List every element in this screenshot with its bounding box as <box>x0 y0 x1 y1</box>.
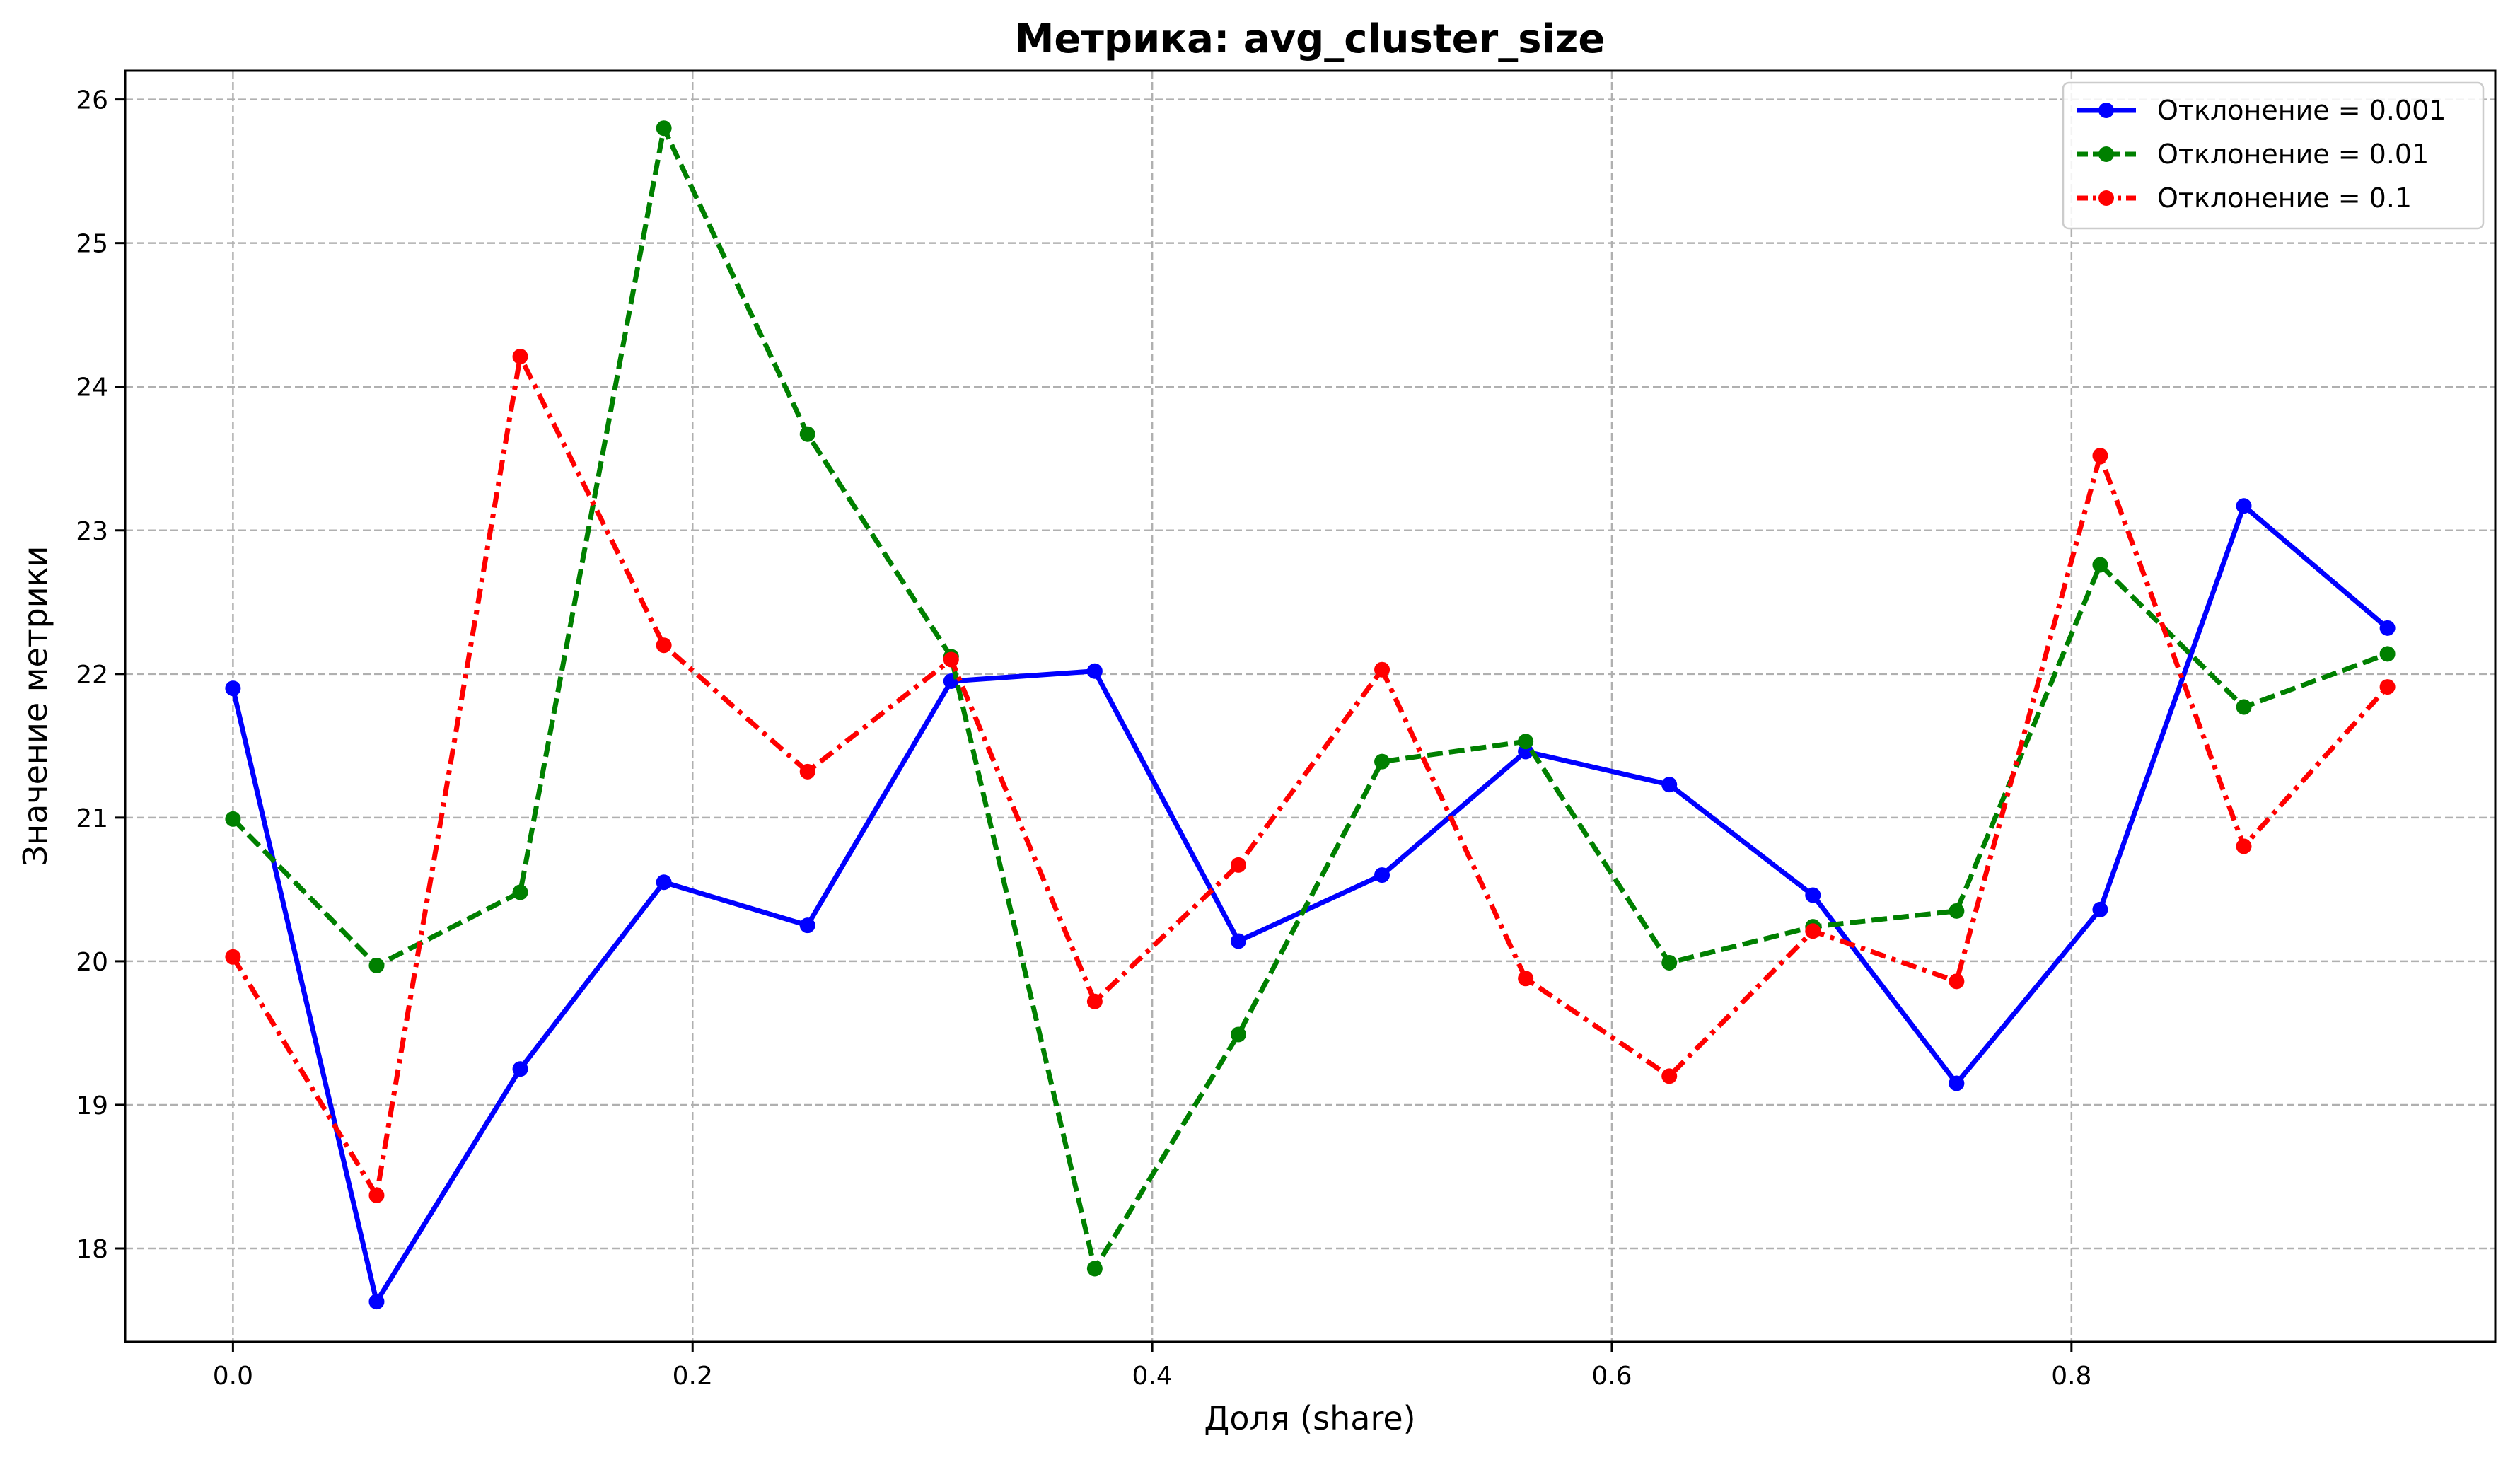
legend-box <box>2062 81 2485 230</box>
data-point <box>368 1294 385 1310</box>
data-point <box>1374 661 1390 678</box>
data-point <box>1518 971 1534 987</box>
data-point <box>1661 777 1678 793</box>
legend-entry: Отклонение = 0.001 <box>2077 95 2446 126</box>
data-point <box>1661 1068 1678 1084</box>
y-axis-ticks: 18 19 20 21 22 23 24 25 26 <box>76 86 125 1264</box>
data-point <box>225 811 241 827</box>
data-point <box>799 763 815 780</box>
series-layer <box>225 120 2396 1310</box>
series-2 <box>225 120 2396 1277</box>
data-point <box>1374 753 1390 770</box>
x-axis-ticks: 0.0 0.2 0.4 0.6 0.8 <box>213 1342 2091 1391</box>
legend: Отклонение = 0.001 Отклонение = 0.01 Откло… <box>2062 81 2485 230</box>
data-point <box>1949 903 1965 919</box>
series-line <box>231 125 2388 1271</box>
data-point <box>1086 663 1103 679</box>
data-point <box>2236 699 2252 715</box>
data-point <box>656 874 672 891</box>
data-point <box>1805 923 1821 939</box>
legend-entry: Отклонение = 0.01 <box>2077 139 2429 170</box>
data-point <box>2236 498 2252 514</box>
data-point <box>1518 734 1534 750</box>
y-tick-label: 21 <box>76 804 108 833</box>
data-point <box>368 1187 385 1203</box>
data-point <box>656 637 672 654</box>
data-point <box>2379 679 2396 695</box>
data-point <box>1230 933 1246 949</box>
data-point <box>368 958 385 974</box>
data-point <box>2379 620 2396 636</box>
data-point <box>225 949 241 965</box>
legend-marker <box>2098 146 2114 162</box>
data-point <box>1230 857 1246 873</box>
y-tick-label: 19 <box>76 1091 108 1120</box>
data-point <box>2236 838 2252 854</box>
data-point <box>943 651 959 668</box>
data-point <box>512 349 528 365</box>
data-point <box>2092 448 2108 464</box>
x-tick-label: 0.6 <box>1591 1362 1632 1391</box>
data-point <box>1949 1075 1965 1091</box>
data-point <box>1805 887 1821 903</box>
legend-entry: Отклонение = 0.1 <box>2077 182 2412 214</box>
y-tick-label: 25 <box>76 230 108 259</box>
series-line <box>231 354 2390 1198</box>
x-tick-label: 0.2 <box>673 1362 713 1391</box>
chart-title: Метрика: avg_cluster_size <box>1015 16 1606 62</box>
data-point <box>799 917 815 934</box>
series-line <box>230 503 2389 1304</box>
x-tick-label: 0.8 <box>2051 1362 2091 1391</box>
legend-marker <box>2098 190 2114 206</box>
y-tick-label: 22 <box>76 661 108 690</box>
plot-frame <box>124 69 2497 1343</box>
data-point <box>2092 557 2108 573</box>
data-point <box>2092 901 2108 917</box>
data-point <box>512 884 528 900</box>
data-point <box>1086 1261 1103 1277</box>
legend-label: Отклонение = 0.01 <box>2157 139 2429 170</box>
legend-label: Отклонение = 0.001 <box>2157 95 2446 126</box>
data-point <box>1230 1026 1246 1043</box>
y-tick-label: 23 <box>76 517 108 546</box>
x-tick-label: 0.4 <box>1132 1362 1172 1391</box>
series-3 <box>225 349 2396 1203</box>
series-1 <box>225 498 2396 1310</box>
data-point <box>2379 646 2396 662</box>
data-point <box>512 1061 528 1077</box>
y-tick-label: 26 <box>76 86 108 115</box>
data-point <box>1086 993 1103 1009</box>
y-tick-label: 24 <box>76 373 108 402</box>
x-tick-label: 0.0 <box>213 1362 253 1391</box>
data-point <box>656 120 672 137</box>
data-point <box>799 426 815 442</box>
x-axis-label: Доля (share) <box>1204 1399 1415 1437</box>
data-point <box>225 680 241 697</box>
data-point <box>1374 867 1390 883</box>
y-tick-label: 20 <box>76 948 108 977</box>
data-point <box>1661 954 1678 971</box>
legend-label: Отклонение = 0.1 <box>2157 182 2412 214</box>
y-tick-label: 18 <box>76 1235 108 1264</box>
data-point <box>1949 973 1965 990</box>
y-axis-label: Значение метрики <box>16 546 54 867</box>
legend-marker <box>2098 103 2114 118</box>
